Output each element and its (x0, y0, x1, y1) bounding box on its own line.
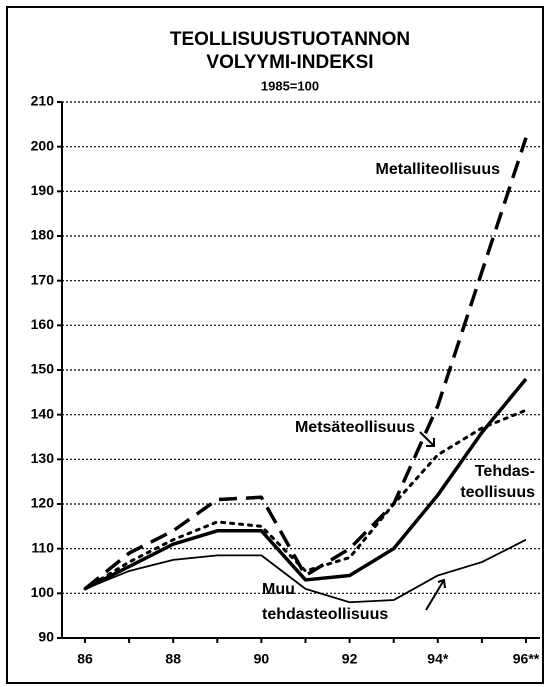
y-tick-label: 200 (31, 137, 55, 153)
series-label: Metalliteollisuus (376, 161, 501, 178)
series-label: tehdasteollisuus (262, 606, 388, 623)
x-tick-label: 96** (513, 651, 540, 667)
frame (6, 6, 544, 684)
y-tick-label: 210 (31, 93, 55, 109)
y-tick-label: 170 (31, 271, 55, 287)
series-label: Tehdas- (475, 463, 535, 480)
series-label: teollisuus (460, 484, 535, 501)
arrow (419, 431, 435, 447)
y-tick-label: 180 (31, 227, 55, 243)
y-tick-label: 140 (31, 405, 55, 421)
y-tick-label: 120 (31, 495, 55, 511)
series-label: Muu (262, 581, 295, 598)
chart-title: VOLYYMI-INDEKSI (206, 52, 373, 73)
y-tick-label: 130 (31, 450, 55, 466)
series-line (83, 408, 528, 591)
x-tick-label: 94* (427, 651, 449, 667)
chart-subtitle: 1985=100 (261, 78, 319, 93)
y-tick-label: 110 (31, 539, 54, 555)
series-line (84, 538, 527, 604)
y-tick-label: 100 (31, 584, 55, 600)
series-line (84, 377, 528, 591)
arrow (425, 578, 446, 611)
series-line (83, 137, 528, 591)
y-tick-label: 160 (31, 316, 55, 332)
y-tick-label: 90 (38, 629, 54, 645)
chart-title: TEOLLISUUSTUOTANNON (170, 29, 410, 50)
y-tick-label: 150 (31, 361, 55, 377)
x-tick-label: 92 (342, 651, 358, 667)
series-label: Metsäteollisuus (295, 419, 415, 436)
x-tick-label: 88 (165, 651, 181, 667)
y-tick-label: 190 (31, 182, 55, 198)
x-tick-label: 90 (254, 651, 270, 667)
x-tick-label: 86 (77, 651, 93, 667)
